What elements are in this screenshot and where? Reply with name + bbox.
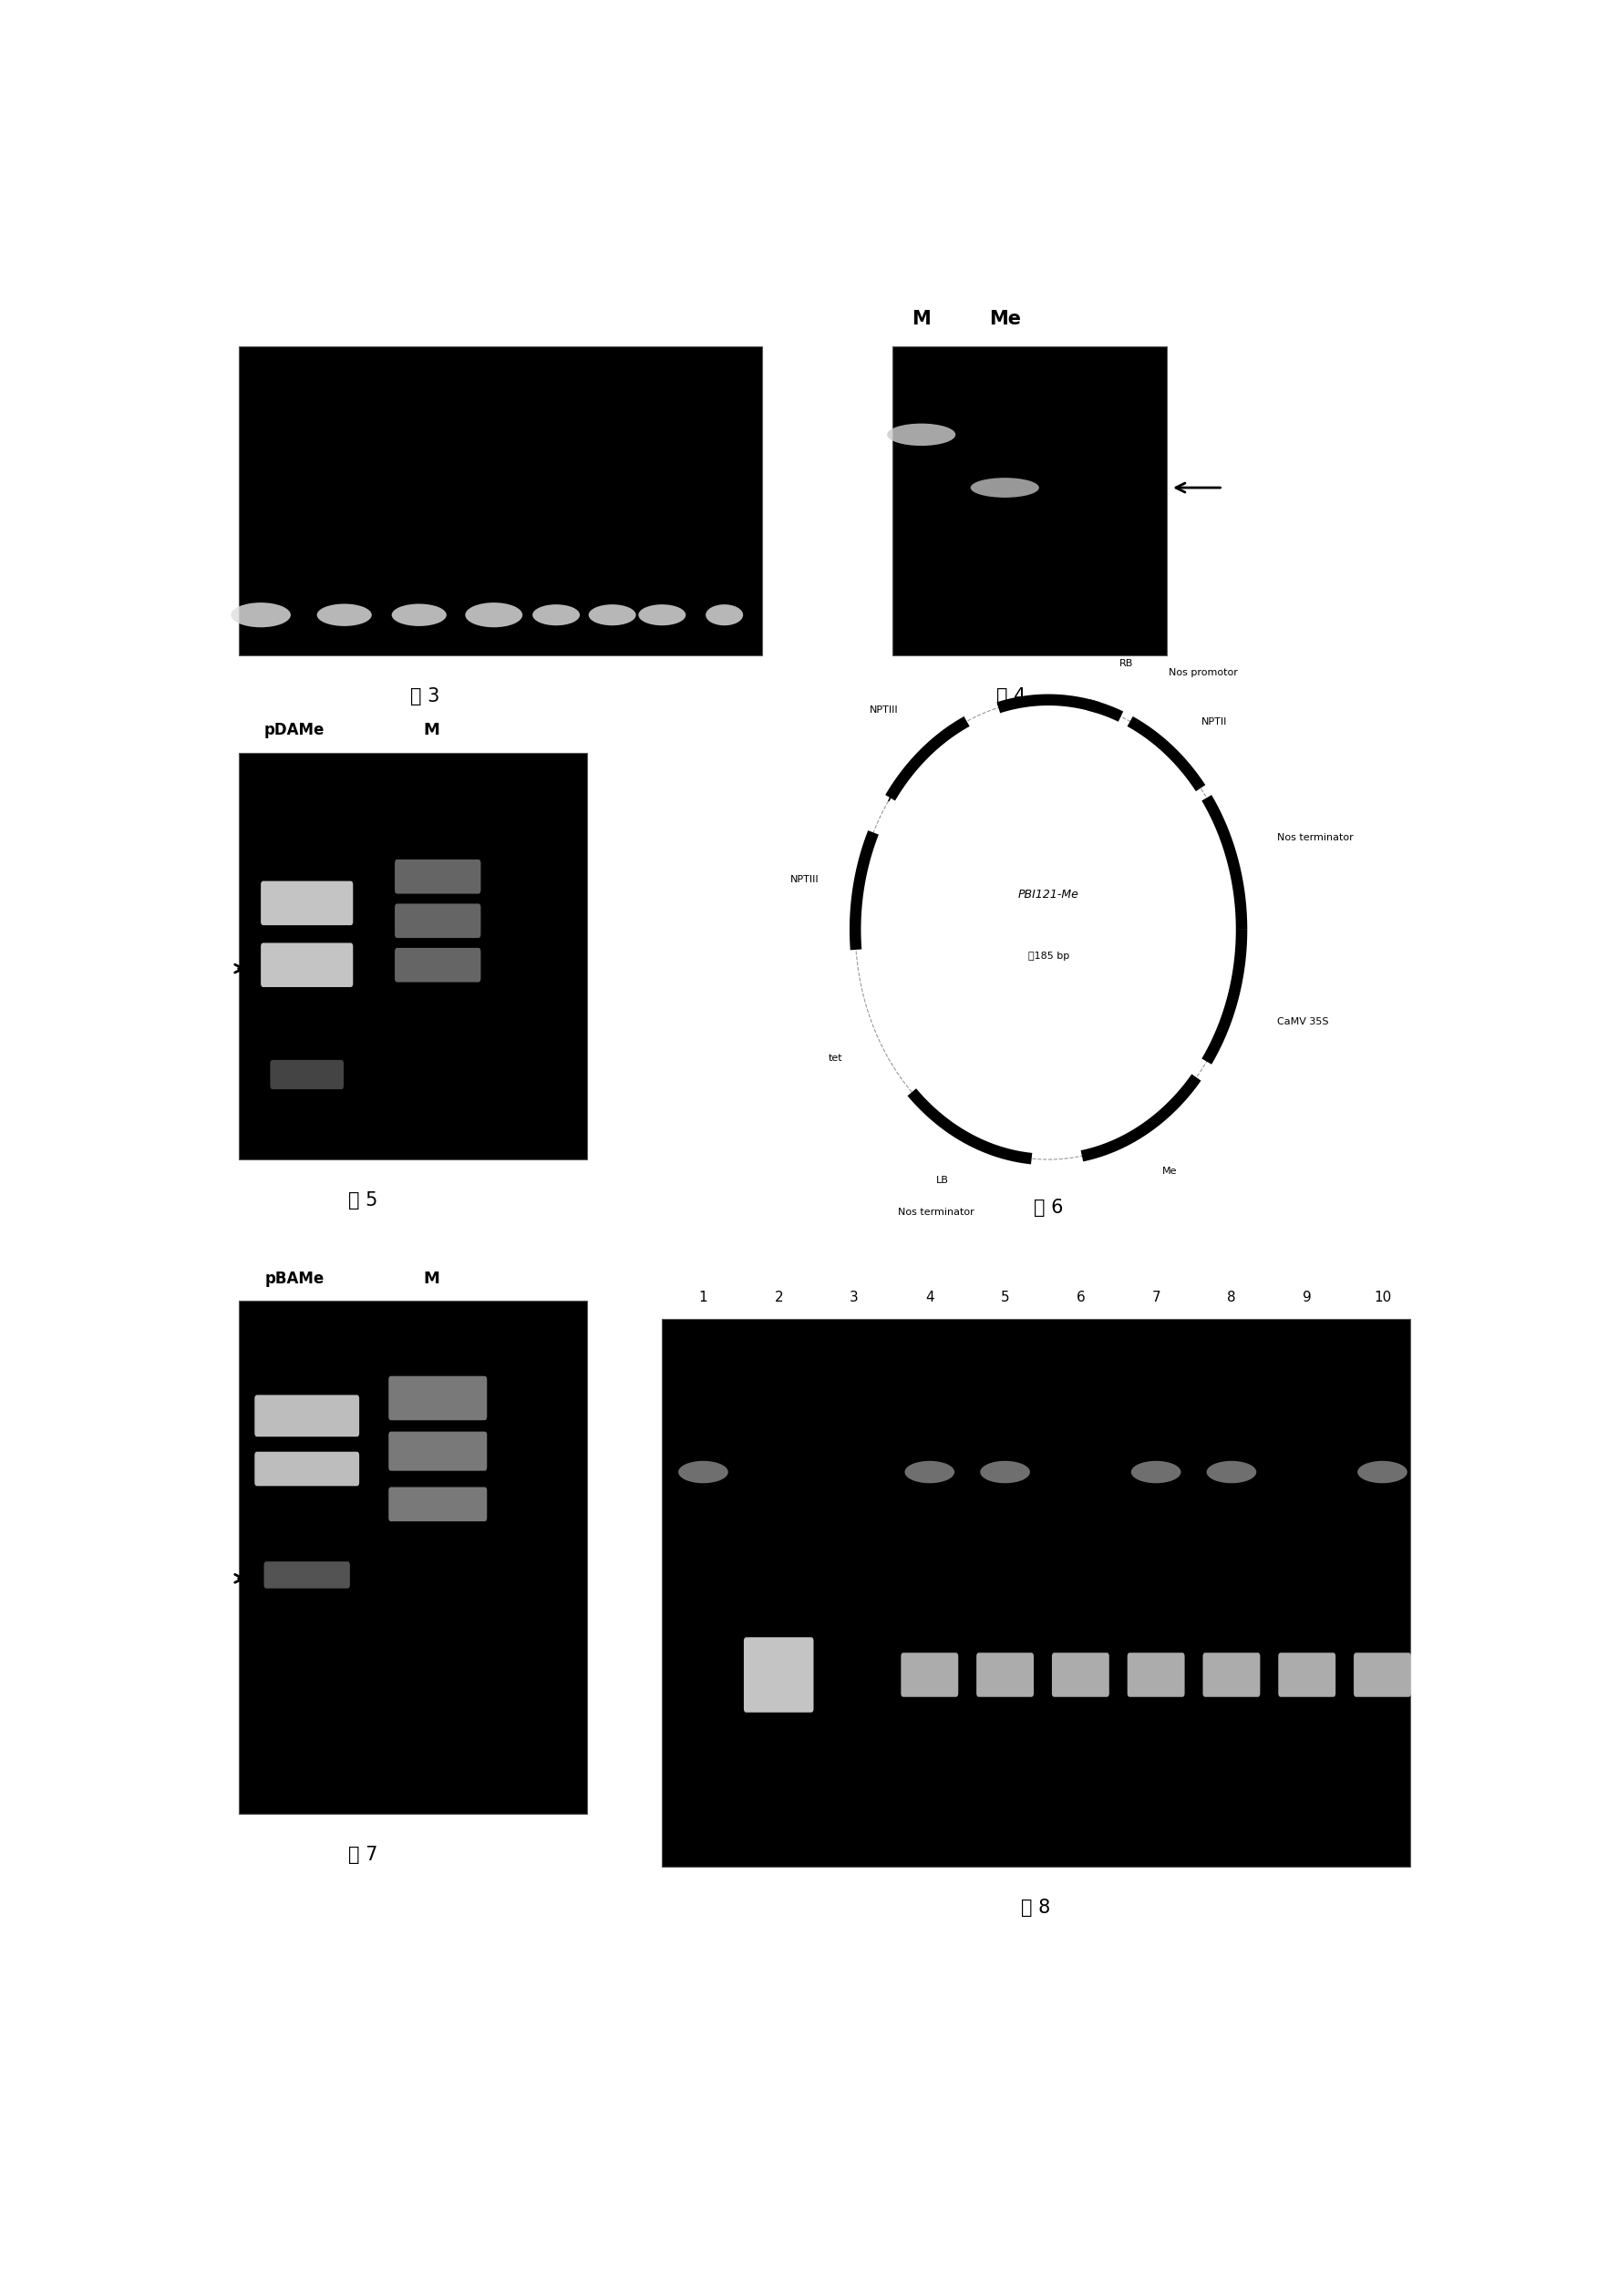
FancyBboxPatch shape xyxy=(389,1375,487,1421)
FancyBboxPatch shape xyxy=(389,1488,487,1522)
Text: 4: 4 xyxy=(925,1290,934,1304)
Ellipse shape xyxy=(1206,1460,1256,1483)
FancyBboxPatch shape xyxy=(900,1653,958,1697)
FancyBboxPatch shape xyxy=(1203,1653,1261,1697)
Text: LB: LB xyxy=(936,1176,949,1185)
Text: NPTII: NPTII xyxy=(1201,719,1227,726)
FancyBboxPatch shape xyxy=(396,905,481,939)
Text: NPTIII: NPTIII xyxy=(790,875,818,884)
Text: ᠘185 bp: ᠘185 bp xyxy=(1028,951,1069,960)
FancyBboxPatch shape xyxy=(260,944,354,987)
FancyBboxPatch shape xyxy=(270,1061,344,1088)
Text: NPTIII: NPTIII xyxy=(870,705,899,714)
Ellipse shape xyxy=(679,1460,728,1483)
Text: Me: Me xyxy=(989,310,1021,328)
Text: 图 5: 图 5 xyxy=(349,1192,378,1210)
Text: M: M xyxy=(912,310,931,328)
Ellipse shape xyxy=(392,604,447,627)
Text: Me: Me xyxy=(1163,1166,1177,1176)
Text: 3: 3 xyxy=(849,1290,859,1304)
FancyBboxPatch shape xyxy=(1052,1653,1110,1697)
Text: pBAMe: pBAMe xyxy=(265,1270,325,1286)
Bar xyxy=(238,347,762,657)
FancyBboxPatch shape xyxy=(260,882,354,925)
Ellipse shape xyxy=(589,604,635,625)
FancyBboxPatch shape xyxy=(254,1451,359,1486)
FancyBboxPatch shape xyxy=(389,1433,487,1472)
Ellipse shape xyxy=(905,1460,955,1483)
Text: pDAMe: pDAMe xyxy=(264,723,325,739)
Text: 10: 10 xyxy=(1373,1290,1391,1304)
Text: 6: 6 xyxy=(1076,1290,1085,1304)
Text: tet: tet xyxy=(828,1054,843,1063)
Text: 5: 5 xyxy=(1000,1290,1010,1304)
Text: RB: RB xyxy=(1119,659,1134,668)
Ellipse shape xyxy=(981,1460,1031,1483)
Text: 1: 1 xyxy=(699,1290,708,1304)
Text: 9: 9 xyxy=(1302,1290,1312,1304)
FancyBboxPatch shape xyxy=(745,1637,814,1713)
Ellipse shape xyxy=(317,604,371,627)
Text: CaMV 35S: CaMV 35S xyxy=(1277,1017,1328,1026)
Text: 7: 7 xyxy=(1151,1290,1161,1304)
Bar xyxy=(238,1302,587,1814)
FancyBboxPatch shape xyxy=(396,859,481,893)
Text: 8: 8 xyxy=(1227,1290,1237,1304)
Text: 图 7: 图 7 xyxy=(349,1846,378,1864)
Ellipse shape xyxy=(532,604,580,625)
Text: ori v: ori v xyxy=(1037,645,1060,654)
Bar xyxy=(892,347,1167,657)
Text: PBI121-Me: PBI121-Me xyxy=(1018,889,1079,900)
Ellipse shape xyxy=(465,602,523,627)
Text: Nos terminator: Nos terminator xyxy=(897,1208,974,1217)
FancyBboxPatch shape xyxy=(976,1653,1034,1697)
Text: 图 6: 图 6 xyxy=(1034,1199,1063,1217)
Text: M: M xyxy=(423,1270,439,1286)
FancyBboxPatch shape xyxy=(264,1561,351,1589)
FancyBboxPatch shape xyxy=(1127,1653,1185,1697)
Text: 图 4: 图 4 xyxy=(997,687,1026,705)
Ellipse shape xyxy=(1357,1460,1407,1483)
FancyBboxPatch shape xyxy=(254,1396,359,1437)
Text: Nos promotor: Nos promotor xyxy=(1169,668,1238,677)
Text: Nos terminator: Nos terminator xyxy=(1277,833,1354,843)
FancyBboxPatch shape xyxy=(396,948,481,983)
Ellipse shape xyxy=(1130,1460,1180,1483)
Text: 2: 2 xyxy=(775,1290,783,1304)
Bar xyxy=(238,753,587,1159)
Ellipse shape xyxy=(638,604,685,625)
Text: M: M xyxy=(423,723,439,739)
FancyBboxPatch shape xyxy=(1278,1653,1336,1697)
Text: 图 8: 图 8 xyxy=(1021,1899,1050,1917)
Text: 图 3: 图 3 xyxy=(410,687,441,705)
FancyBboxPatch shape xyxy=(1354,1653,1412,1697)
Ellipse shape xyxy=(888,422,955,445)
Ellipse shape xyxy=(971,478,1039,498)
Bar xyxy=(662,1318,1410,1867)
Ellipse shape xyxy=(706,604,743,625)
Ellipse shape xyxy=(232,602,291,627)
